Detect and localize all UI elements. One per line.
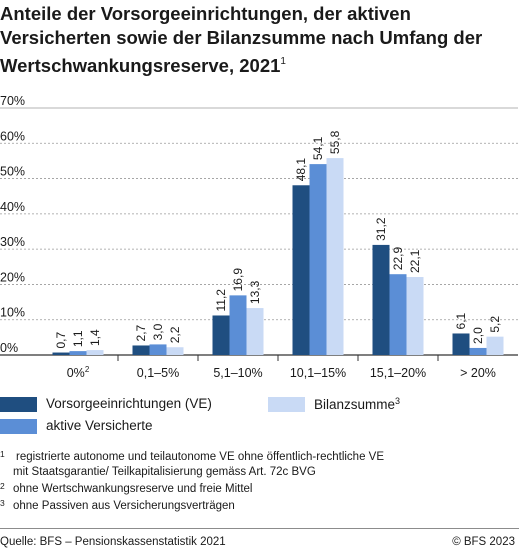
y-tick-label: 30% [0, 235, 25, 249]
x-axis-ticks: 0%2 0,1–5% 5,1–10% 10,1–15% 15,1–20% > 20% [67, 355, 496, 380]
footnote-1-line-2: mit Staatsgarantie/ Teilkapitalisierung … [13, 466, 316, 478]
title-footnote-marker: 1 [280, 56, 286, 67]
footnote-1-number: 1 [0, 449, 5, 459]
bars [52, 158, 504, 355]
data-label: 22,1 [408, 249, 422, 273]
data-label: 3,0 [151, 323, 165, 340]
bar-chart: 0%10%20%30%40%50%60%70% 0,7 1,1 1,4 2,7 3,0 2… [0, 94, 518, 380]
bar [149, 344, 167, 355]
footer-divider [0, 528, 519, 529]
footnote-3-text: ohne Passiven aus Versicherungsverträgen [13, 500, 235, 512]
data-label: 6,1 [454, 312, 468, 329]
y-tick-label: 40% [0, 200, 25, 214]
data-label: 48,1 [294, 158, 308, 182]
data-label: 2,0 [471, 327, 485, 344]
bar [406, 277, 424, 355]
y-tick-label: 0% [0, 341, 18, 355]
data-labels: 0,7 1,1 1,4 2,7 3,0 2,2 11,216,913,3 48,154,1 55… [54, 130, 502, 348]
bar [86, 350, 104, 355]
data-label: 11,2 [214, 289, 228, 312]
legend-label-bilanz-text: Bilanzsumme [314, 397, 396, 412]
x-tick-label: 0,1–5% [137, 366, 179, 380]
x-tick-label: 0%2 [67, 365, 90, 380]
y-tick-label: 20% [0, 270, 25, 284]
bar [309, 164, 327, 355]
data-label: 2,2 [168, 326, 182, 343]
data-label: 0,7 [54, 332, 68, 349]
data-label: 54,1 [311, 136, 325, 160]
data-label: 22,9 [391, 247, 405, 271]
x-tick-label: 10,1–15% [290, 366, 346, 380]
x-tick-label: 5,1–10% [213, 366, 262, 380]
legend-label-bilanz: Bilanzsumme3 [314, 396, 400, 412]
bar [389, 274, 407, 355]
y-tick-label: 60% [0, 129, 25, 143]
x-tick-label: 15,1–20% [370, 366, 426, 380]
chart-title: Anteile der Vorsorgeeinrichtungen, der a… [0, 2, 515, 78]
footnote-2-number: 2 [0, 481, 5, 491]
data-label: 5,2 [488, 316, 502, 333]
data-label: 1,1 [71, 330, 85, 347]
footnote-1-line-1: registrierte autonome und teilautonome V… [16, 451, 385, 463]
footnote-3-number: 3 [0, 498, 5, 508]
data-label: 31,2 [374, 217, 388, 241]
legend-swatch-aktive [0, 419, 37, 434]
y-tick-label: 10% [0, 306, 25, 320]
legend-bilanz-footnote-marker: 3 [395, 396, 401, 406]
footnote-2-text: ohne Wertschwankungsreserve und freie Mi… [13, 483, 253, 495]
y-tick-label: 70% [0, 94, 25, 108]
data-label: 13,3 [248, 280, 262, 304]
chart-title-text: Anteile der Vorsorgeeinrichtungen, der a… [0, 3, 483, 76]
y-axis-ticks: 0% 10% 20% 30% 40% 50% 60% 70% [0, 94, 25, 355]
bar [452, 333, 470, 355]
bar [469, 347, 487, 355]
legend-label-ve: Vorsorgeeinrichtungen (VE) [46, 396, 212, 411]
bar [372, 244, 390, 355]
bar [292, 185, 310, 355]
data-label: 16,9 [231, 268, 245, 292]
source-note: Quelle: BFS – Pensionskassenstatistik 20… [0, 536, 226, 548]
y-tick-label: 50% [0, 165, 25, 179]
bar [326, 158, 344, 355]
bar [229, 295, 247, 355]
bar [166, 347, 184, 355]
legend-swatch-ve [0, 397, 37, 412]
x-tick-label: > 20% [460, 366, 496, 380]
data-label: 1,4 [88, 329, 102, 346]
bar [486, 336, 504, 355]
copyright: © BFS 2023 [452, 536, 515, 548]
x-tick-footnote-marker: 2 [85, 365, 90, 374]
bar [132, 345, 150, 355]
bar [246, 308, 264, 355]
bar [52, 352, 70, 355]
legend-label-aktive: aktive Versicherte [46, 418, 153, 433]
legend-swatch-bilanz [268, 397, 305, 412]
bar [69, 351, 87, 355]
data-label: 2,7 [134, 324, 148, 341]
data-label: 55,8 [328, 130, 342, 154]
bar [212, 315, 230, 355]
